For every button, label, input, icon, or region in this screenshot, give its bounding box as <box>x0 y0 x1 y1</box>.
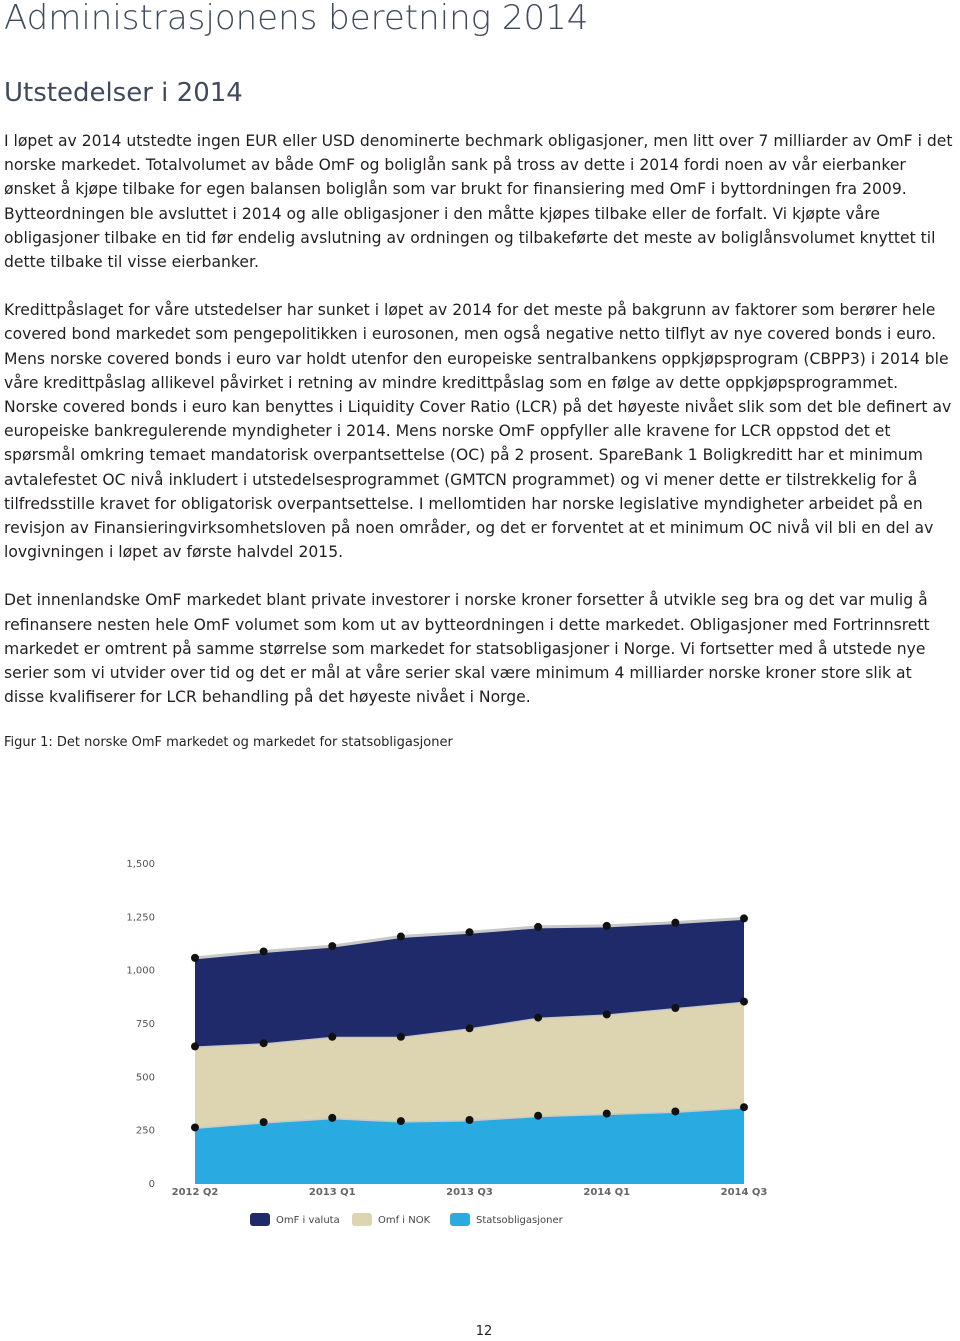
x-tick-label: 2013 Q3 <box>446 1187 493 1198</box>
x-tick-label: 2014 Q1 <box>583 1187 630 1198</box>
point <box>602 1010 611 1019</box>
point <box>671 1004 680 1012</box>
point <box>465 928 474 937</box>
y-tick-label: 500 <box>136 1072 155 1083</box>
title: Administrasjonens beretning 2014 <box>4 0 589 38</box>
area <box>195 1107 744 1184</box>
x-tick-label: 2012 Q2 <box>172 1187 219 1198</box>
paragraph: I løpet av 2014 utstedte ingen EUR eller… <box>4 132 953 272</box>
subtitle: Utstedelser i 2014 <box>4 78 243 108</box>
paragraph: Kredittpåslaget for våre utstedelser har… <box>4 301 952 562</box>
point <box>740 914 748 923</box>
point <box>191 1042 199 1051</box>
point <box>602 921 611 930</box>
y-tick-label: 1,500 <box>126 859 155 870</box>
point <box>465 1024 474 1033</box>
point <box>671 1107 680 1116</box>
legend-swatch <box>250 1213 270 1226</box>
point <box>259 1118 268 1127</box>
point <box>396 932 405 941</box>
point <box>740 997 748 1006</box>
point <box>740 1103 748 1112</box>
point <box>328 942 337 951</box>
point <box>534 1013 543 1022</box>
x-tick-label: 2013 Q1 <box>309 1187 356 1198</box>
legend-label: Omf i NOK <box>378 1215 431 1226</box>
y-tick-label: 750 <box>136 1019 155 1030</box>
point <box>396 1117 405 1126</box>
point <box>534 1111 543 1120</box>
chart: 0 250 500 750 1,000 1,250 1,500 2012 Q2 2013 Q1 2… <box>126 859 768 1226</box>
point <box>671 918 680 927</box>
y-tick-label: 1,250 <box>126 912 155 923</box>
x-tick-label: 2014 Q3 <box>721 1187 768 1198</box>
point <box>328 1032 337 1041</box>
figure-caption: Figur 1: Det norske OmF markedet og mark… <box>4 735 453 750</box>
page-number: 12 <box>475 1324 493 1339</box>
point <box>191 1123 199 1132</box>
y-tick-label: 250 <box>136 1126 155 1137</box>
legend-swatch <box>352 1213 372 1226</box>
point <box>396 1032 405 1041</box>
paragraph: Det innenlandske OmF markedet blant priv… <box>4 591 930 707</box>
legend-label: OmF i valuta <box>276 1215 340 1226</box>
y-tick-label: 0 <box>149 1179 155 1190</box>
point <box>534 922 543 931</box>
point <box>465 1116 474 1124</box>
area <box>195 1001 744 1128</box>
y-tick-label: 1,000 <box>126 966 155 977</box>
legend-label: Statsobligasjoner <box>476 1215 564 1226</box>
body-text: I løpet av 2014 utstedte ingen EUR eller… <box>4 129 956 733</box>
point <box>191 953 199 962</box>
point <box>259 1039 268 1048</box>
point <box>259 947 268 956</box>
point <box>328 1113 337 1122</box>
point <box>602 1109 611 1118</box>
legend-swatch <box>450 1213 470 1226</box>
area <box>195 918 744 1047</box>
